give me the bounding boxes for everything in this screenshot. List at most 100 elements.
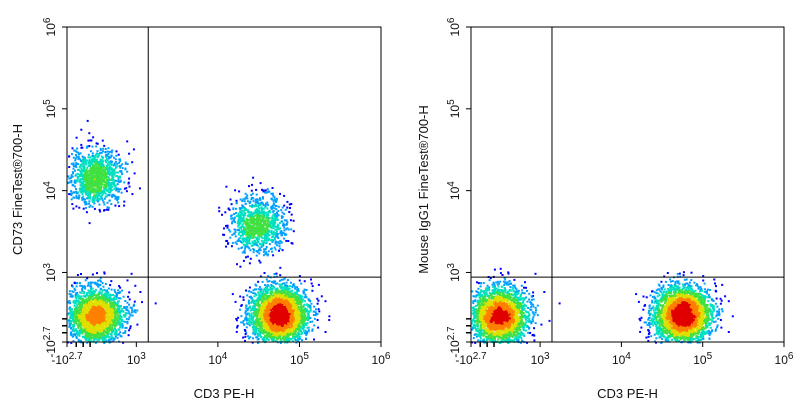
event-point — [78, 331, 80, 334]
event-point — [101, 282, 104, 285]
event-point — [76, 178, 79, 181]
event-point — [110, 162, 113, 165]
event-point — [109, 329, 112, 332]
event-point — [224, 211, 227, 214]
event-point — [73, 304, 76, 307]
event-point — [270, 229, 273, 232]
event-point — [239, 226, 242, 229]
event-point — [263, 293, 266, 295]
event-point — [83, 292, 85, 295]
event-point — [116, 302, 119, 305]
event-point — [89, 290, 92, 292]
event-point — [267, 219, 270, 222]
event-point — [263, 248, 266, 251]
event-point — [101, 190, 104, 193]
event-point — [85, 316, 88, 319]
event-point — [218, 206, 221, 209]
event-point — [237, 218, 240, 221]
event-point — [111, 176, 114, 179]
event-point — [247, 246, 250, 249]
event-point — [125, 317, 128, 320]
event-point — [106, 208, 108, 211]
event-point — [80, 314, 83, 317]
event-point — [110, 203, 113, 206]
event-point — [274, 237, 276, 240]
event-point — [107, 331, 110, 334]
event-point — [73, 179, 76, 182]
event-point — [246, 200, 249, 203]
event-point — [252, 236, 254, 239]
event-point — [86, 186, 89, 189]
event-point — [257, 245, 260, 248]
event-point — [100, 303, 103, 306]
event-point — [242, 320, 245, 322]
event-point — [93, 298, 96, 301]
event-point — [88, 315, 91, 318]
event-point — [98, 186, 100, 189]
event-point — [117, 190, 120, 193]
event-point — [243, 250, 245, 253]
event-point — [74, 157, 77, 160]
event-point — [115, 165, 118, 168]
event-point — [101, 193, 104, 196]
event-point — [96, 192, 99, 195]
event-point — [117, 310, 119, 313]
event-point — [100, 194, 103, 197]
event-point — [247, 218, 249, 221]
event-point — [81, 146, 84, 149]
event-point — [89, 167, 92, 170]
event-point — [93, 337, 96, 339]
event-point — [109, 315, 112, 318]
event-point — [257, 249, 260, 252]
event-point — [223, 233, 226, 236]
event-point — [108, 320, 111, 323]
event-point — [111, 194, 114, 197]
event-point — [77, 326, 80, 329]
event-point — [87, 307, 90, 310]
event-point — [89, 327, 92, 330]
event-point — [87, 162, 90, 164]
event-point — [124, 162, 127, 165]
event-point — [87, 330, 90, 333]
event-point — [96, 316, 99, 319]
event-point — [91, 298, 94, 301]
event-point — [102, 285, 105, 288]
event-point — [272, 224, 274, 227]
event-point — [252, 248, 255, 250]
event-point — [248, 302, 250, 305]
event-point — [128, 291, 131, 294]
event-point — [81, 331, 84, 334]
event-point — [90, 139, 93, 142]
event-point — [111, 181, 114, 184]
event-point — [94, 336, 97, 339]
event-point — [83, 335, 86, 338]
event-point — [256, 202, 259, 205]
event-point — [238, 190, 241, 193]
event-point — [95, 189, 98, 192]
event-point — [75, 192, 78, 195]
event-point — [241, 218, 244, 221]
event-point — [119, 188, 122, 191]
event-point — [258, 247, 261, 250]
event-point — [267, 203, 269, 206]
event-point — [100, 171, 103, 174]
event-point — [81, 198, 84, 201]
event-point — [97, 170, 100, 172]
event-point — [249, 200, 252, 203]
event-point — [239, 237, 241, 240]
event-point — [111, 311, 114, 314]
event-point — [107, 311, 110, 314]
event-point — [258, 229, 261, 231]
event-point — [95, 145, 98, 148]
event-point — [80, 128, 83, 131]
event-point — [82, 328, 85, 331]
event-point — [78, 195, 81, 198]
event-point — [72, 300, 75, 303]
event-point — [101, 320, 104, 323]
event-point — [103, 271, 106, 274]
event-point — [109, 293, 112, 296]
event-point — [103, 299, 106, 302]
event-point — [82, 311, 85, 314]
event-point — [259, 204, 262, 207]
event-point — [255, 218, 258, 221]
